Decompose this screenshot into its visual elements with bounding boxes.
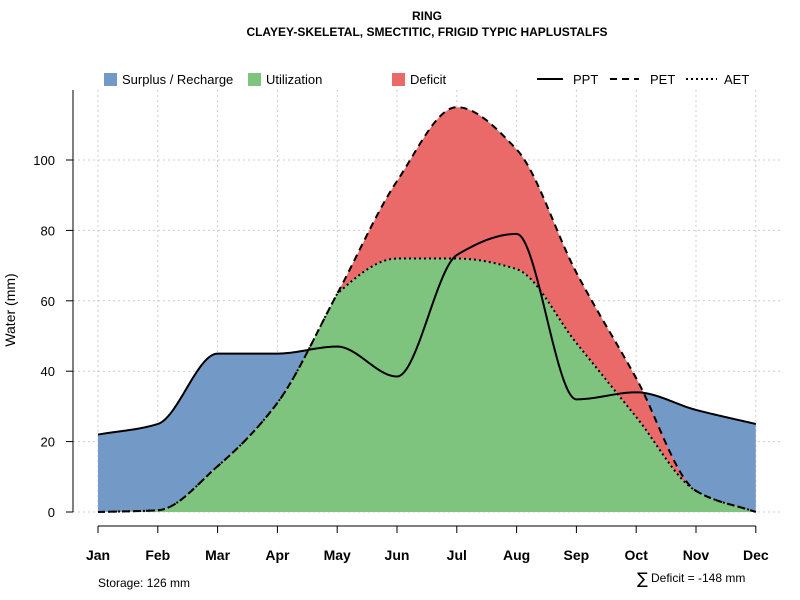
legend-swatch-deficit — [392, 73, 405, 86]
x-tick-label-jun: Jun — [385, 547, 410, 563]
chart-title: RING — [412, 9, 442, 23]
x-tick-label-sep: Sep — [564, 547, 590, 563]
x-tick-label-dec: Dec — [743, 547, 769, 563]
legend: Surplus / Recharge Utilization Deficit P… — [104, 72, 749, 87]
storage-annotation: Storage: 126 mm — [98, 576, 190, 590]
x-tick-label-jul: Jul — [447, 547, 467, 563]
line-layer — [97, 106, 757, 513]
x-tick-label-feb: Feb — [145, 547, 170, 563]
y-tick-label-20: 20 — [41, 435, 55, 450]
x-tick-label-oct: Oct — [625, 547, 649, 563]
series-line-aet — [97, 257, 757, 513]
legend-swatch-utilization — [248, 73, 261, 86]
y-axis-label: Water (mm) — [2, 273, 18, 346]
axes: 0 20 40 60 80 100 Jan Feb Mar Apr May Jun Jul Aug Sep O… — [33, 90, 769, 563]
y-tick-label-0: 0 — [48, 505, 55, 520]
legend-label-aet: AET — [724, 72, 749, 87]
legend-label-pet: PET — [650, 72, 675, 87]
area-surplus-recharge — [98, 350, 756, 512]
chart-subtitle: CLAYEY-SKELETAL, SMECTITIC, FRIGID TYPIC… — [246, 25, 607, 39]
legend-label-deficit: Deficit — [410, 72, 447, 87]
legend-label-surplus: Surplus / Recharge — [122, 72, 233, 87]
x-tick-label-nov: Nov — [683, 547, 710, 563]
deficit-annotation: Deficit = -148 mm — [651, 571, 745, 585]
y-tick-label-60: 60 — [41, 294, 55, 309]
legend-label-utilization: Utilization — [266, 72, 322, 87]
y-tick-label-100: 100 — [33, 153, 55, 168]
x-tick-label-jan: Jan — [86, 547, 110, 563]
legend-label-ppt: PPT — [573, 72, 598, 87]
x-tick-label-apr: Apr — [265, 547, 290, 563]
x-tick-label-aug: Aug — [503, 547, 530, 563]
sum-icon: ∑ — [637, 569, 648, 588]
x-tick-label-may: May — [324, 547, 351, 563]
area-utilization — [99, 258, 755, 512]
area-layer — [98, 107, 756, 512]
area-deficit — [338, 107, 695, 491]
series-line-ppt — [97, 232, 757, 436]
x-tick-label-mar: Mar — [205, 547, 230, 563]
y-tick-label-40: 40 — [41, 364, 55, 379]
legend-swatch-surplus — [104, 73, 117, 86]
y-tick-label-80: 80 — [41, 223, 55, 238]
